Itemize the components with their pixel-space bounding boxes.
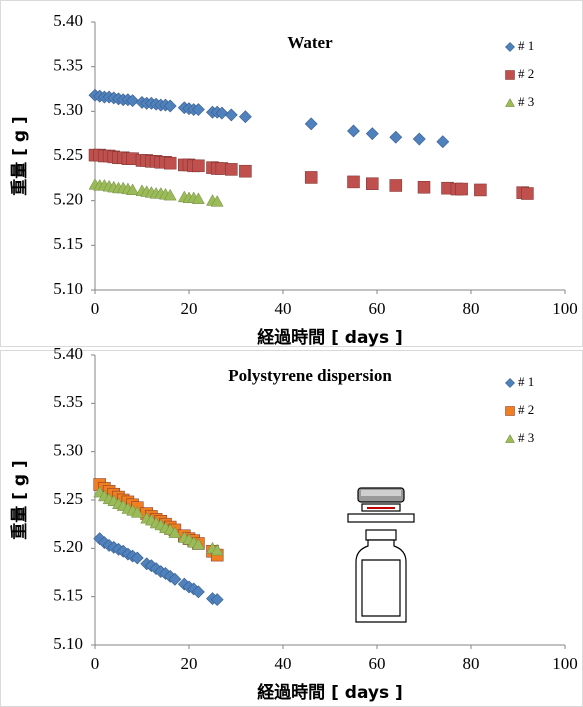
data-point [191, 192, 205, 204]
x-tick-label: 20 [181, 654, 198, 673]
data-point [163, 156, 177, 170]
y-axis-label: 重量 [ g ] [9, 460, 30, 539]
x-tick-label: 0 [91, 654, 100, 673]
y-tick-label: 5.25 [53, 145, 83, 164]
x-tick-label: 20 [181, 299, 198, 318]
x-tick-label: 80 [463, 654, 480, 673]
data-point [126, 94, 140, 108]
data-point [389, 179, 403, 192]
data-point [130, 551, 144, 565]
vial-icon [347, 487, 415, 623]
data-point [239, 164, 252, 178]
chart-border [0, 350, 583, 707]
data-point [455, 182, 468, 196]
data-point [225, 163, 238, 176]
data-point [347, 124, 360, 138]
data-point [93, 532, 107, 546]
legend-marker [505, 378, 515, 388]
data-point [238, 110, 252, 124]
y-tick-label: 5.40 [53, 344, 83, 363]
data-point [191, 585, 205, 599]
y-tick-label: 5.10 [53, 634, 83, 653]
y-axis-label: 重量 [ g ] [9, 116, 30, 195]
data-point [163, 188, 177, 201]
legend-marker [505, 406, 515, 416]
x-axis-label: 経過時間 [ days ] [257, 682, 403, 703]
data-point [521, 187, 534, 200]
data-point [191, 103, 205, 116]
data-point [412, 132, 426, 146]
data-point [366, 177, 379, 190]
x-tick-label: 40 [275, 654, 292, 673]
data-point [210, 593, 224, 606]
legend-marker [505, 70, 515, 80]
data-point [215, 106, 229, 120]
data-point [210, 195, 224, 207]
data-point [168, 572, 182, 586]
x-tick-label: 80 [463, 299, 480, 318]
legend-label: # 3 [518, 430, 534, 445]
y-tick-label: 5.20 [53, 190, 83, 209]
data-point [210, 543, 224, 556]
chart-title: Water [287, 33, 333, 52]
data-point [474, 183, 487, 197]
x-tick-label: 100 [552, 299, 578, 318]
y-tick-label: 5.15 [53, 586, 83, 605]
x-tick-label: 100 [552, 654, 578, 673]
x-tick-label: 60 [369, 299, 386, 318]
y-tick-label: 5.30 [53, 441, 83, 460]
data-point [389, 130, 403, 144]
legend-label: # 3 [518, 94, 534, 109]
chart-title: Polystyrene dispersion [228, 366, 392, 385]
y-tick-label: 5.35 [53, 392, 83, 411]
y-tick-label: 5.20 [53, 537, 83, 556]
data-point [191, 537, 205, 550]
data-point [304, 171, 318, 184]
legend-label: # 2 [518, 66, 534, 81]
data-point [417, 181, 431, 194]
legend-marker [505, 42, 515, 52]
legend-label: # 1 [518, 374, 534, 389]
data-point [192, 159, 205, 173]
x-axis-label: 経過時間 [ days ] [257, 327, 403, 348]
data-point [304, 117, 318, 131]
legend-label: # 1 [518, 38, 534, 53]
legend-marker [505, 433, 515, 443]
y-tick-label: 5.25 [53, 489, 83, 508]
x-tick-label: 0 [91, 299, 100, 318]
legend-marker [505, 97, 515, 107]
y-tick-label: 5.15 [53, 234, 83, 253]
y-tick-label: 5.10 [53, 279, 83, 298]
data-point [163, 99, 177, 113]
y-tick-label: 5.40 [53, 11, 83, 30]
data-point [365, 127, 379, 141]
y-tick-label: 5.35 [53, 56, 83, 75]
data-point [436, 135, 450, 149]
data-point [347, 175, 360, 189]
y-tick-label: 5.30 [53, 100, 83, 119]
data-point [126, 183, 140, 195]
data-point [224, 108, 238, 122]
legend-label: # 2 [518, 402, 534, 417]
chart-border [0, 0, 583, 347]
x-tick-label: 40 [275, 299, 292, 318]
data-point [130, 506, 144, 518]
x-tick-label: 60 [369, 654, 386, 673]
data-point [168, 526, 182, 538]
